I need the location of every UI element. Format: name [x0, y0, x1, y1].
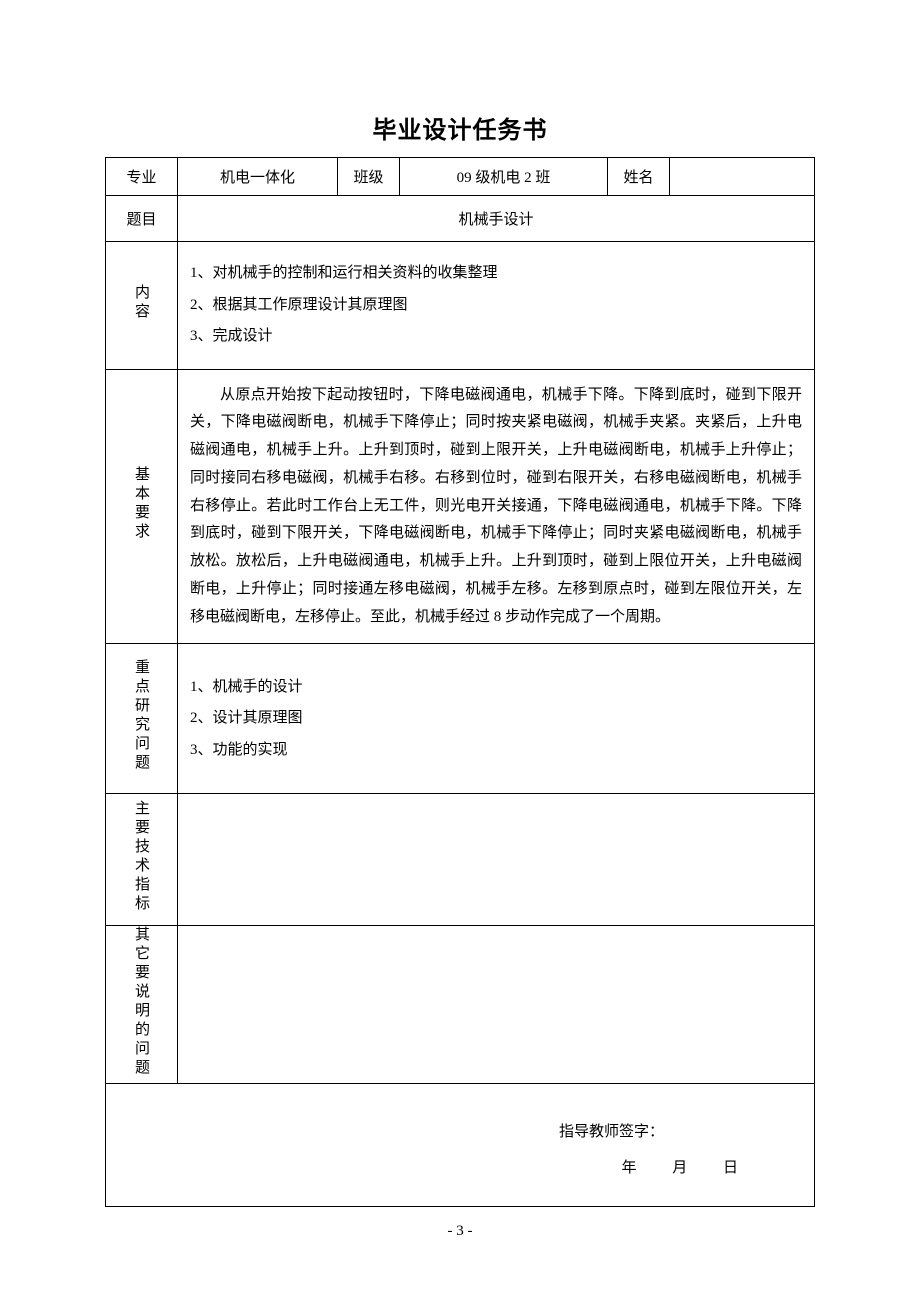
- requirements-row: 基本要求 从原点开始按下起动按钮时，下降电磁阀通电，机械手下降。下降到底时，碰到…: [106, 369, 815, 644]
- content-value: 1、对机械手的控制和运行相关资料的收集整理 2、根据其工作原理设计其原理图 3、…: [178, 242, 815, 370]
- content-row: 内容 1、对机械手的控制和运行相关资料的收集整理 2、根据其工作原理设计其原理图…: [106, 242, 815, 370]
- other-value: [178, 926, 815, 1084]
- page-title: 毕业设计任务书: [105, 110, 815, 145]
- signature-row: 指导教师签字： 年 月 日: [106, 1084, 815, 1207]
- content-label: 内容: [106, 242, 178, 370]
- signature-cell: 指导教师签字： 年 月 日: [106, 1084, 815, 1207]
- research-value: 1、机械手的设计 2、设计其原理图 3、功能的实现: [178, 644, 815, 794]
- other-label: 其它要说明的问题: [106, 926, 178, 1084]
- major-value: 机电一体化: [178, 158, 338, 196]
- topic-value: 机械手设计: [178, 196, 815, 242]
- class-label: 班级: [338, 158, 400, 196]
- research-line3: 3、功能的实现: [190, 735, 802, 767]
- content-line2: 2、根据其工作原理设计其原理图: [190, 290, 802, 322]
- topic-row: 题目 机械手设计: [106, 196, 815, 242]
- name-value: [670, 158, 815, 196]
- task-table: 专业 机电一体化 班级 09 级机电 2 班 姓名 题目 机械手设计 内容 1、…: [105, 157, 815, 1207]
- research-line2: 2、设计其原理图: [190, 703, 802, 735]
- year-label: 年: [621, 1160, 636, 1176]
- month-label: 月: [672, 1160, 687, 1176]
- content-line1: 1、对机械手的控制和运行相关资料的收集整理: [190, 258, 802, 290]
- page-number: - 3 -: [0, 1223, 920, 1240]
- class-value: 09 级机电 2 班: [400, 158, 608, 196]
- day-label: 日: [723, 1160, 738, 1176]
- teacher-sign-label: 指导教师签字：: [146, 1104, 774, 1150]
- header-row: 专业 机电一体化 班级 09 级机电 2 班 姓名: [106, 158, 815, 196]
- requirements-label: 基本要求: [106, 369, 178, 644]
- tech-label: 主要技术指标: [106, 794, 178, 926]
- content-line3: 3、完成设计: [190, 321, 802, 353]
- other-row: 其它要说明的问题: [106, 926, 815, 1084]
- research-line1: 1、机械手的设计: [190, 672, 802, 704]
- requirements-value: 从原点开始按下起动按钮时，下降电磁阀通电，机械手下降。下降到底时，碰到下限开关，…: [178, 369, 815, 644]
- date-line: 年 月 日: [146, 1150, 774, 1186]
- research-row: 重点研究问题 1、机械手的设计 2、设计其原理图 3、功能的实现: [106, 644, 815, 794]
- tech-value: [178, 794, 815, 926]
- tech-row: 主要技术指标: [106, 794, 815, 926]
- major-label: 专业: [106, 158, 178, 196]
- research-label: 重点研究问题: [106, 644, 178, 794]
- topic-label: 题目: [106, 196, 178, 242]
- name-label: 姓名: [608, 158, 670, 196]
